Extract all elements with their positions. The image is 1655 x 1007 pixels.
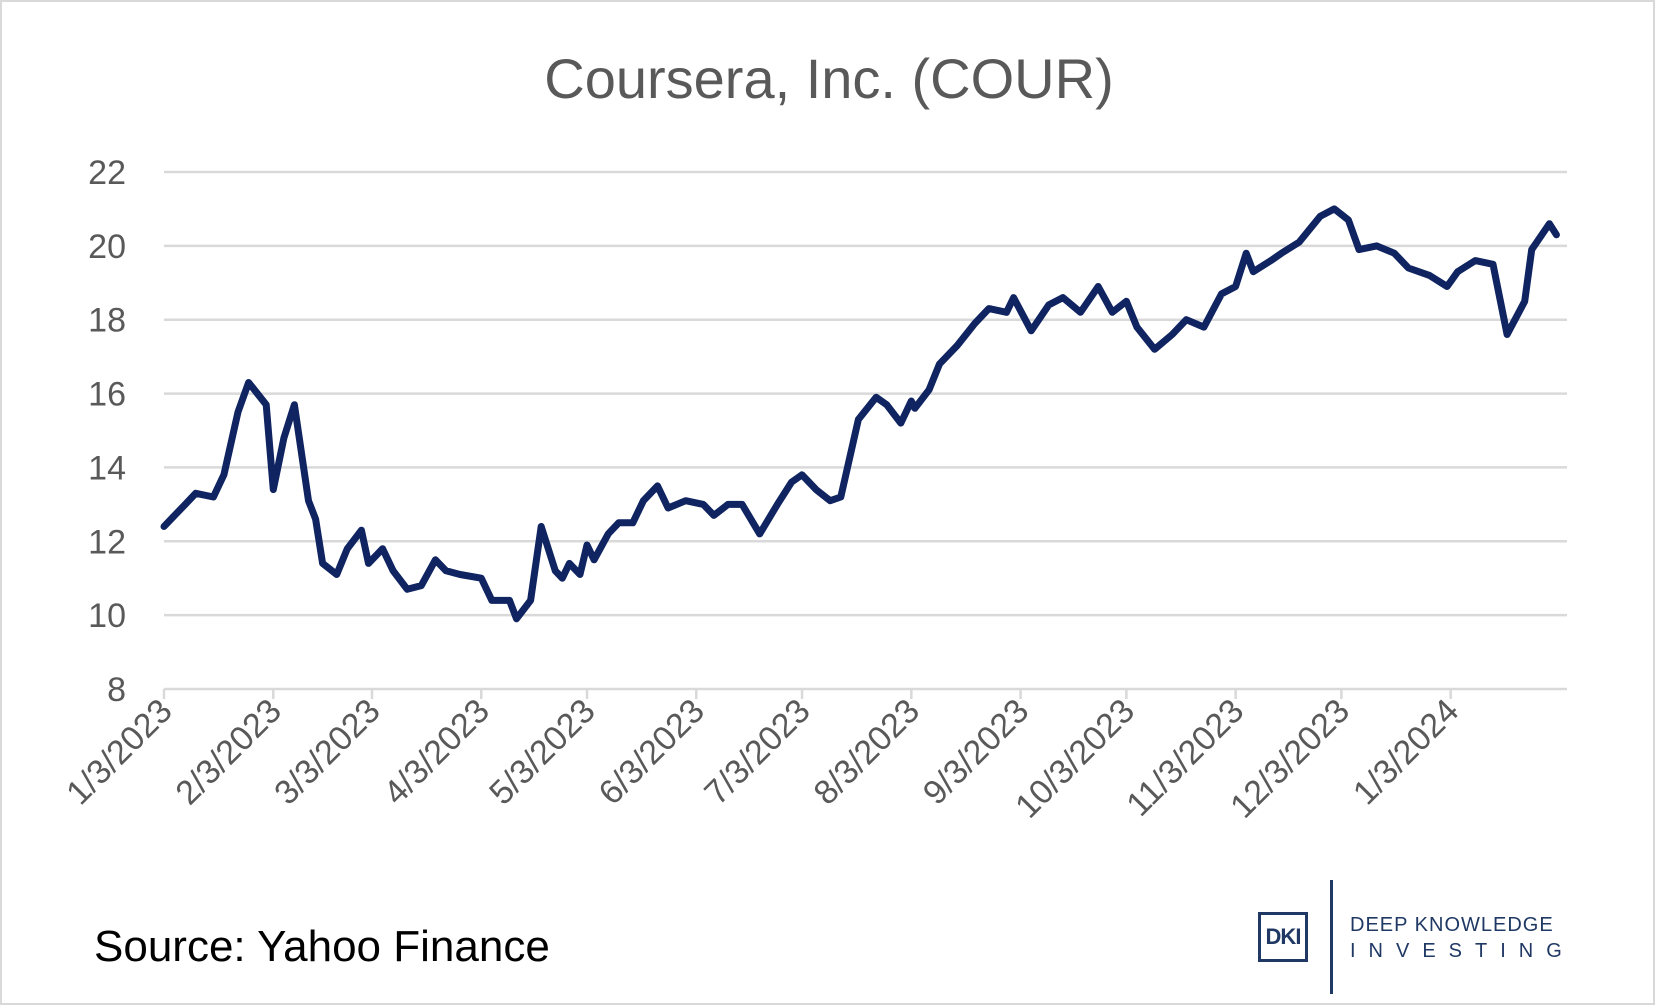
logo-text-line2: INVESTING <box>1350 940 1575 962</box>
logo-mark: DKI <box>1258 912 1308 962</box>
x-tick-label: 6/3/2023 <box>591 692 711 812</box>
y-tick-label: 12 <box>88 523 126 561</box>
source-note: Source: Yahoo Finance <box>94 922 550 971</box>
y-tick-label: 22 <box>88 154 126 192</box>
x-tick-label: 1/3/2024 <box>1346 692 1466 812</box>
chart-title: Coursera, Inc. (COUR) <box>544 47 1113 110</box>
series-layer <box>160 205 1560 623</box>
x-tick-label: 3/3/2023 <box>267 692 387 812</box>
gridlines <box>164 170 1567 617</box>
x-tick-label: 4/3/2023 <box>376 692 496 812</box>
x-tick-label: 5/3/2023 <box>482 692 602 812</box>
x-tick-label: 8/3/2023 <box>807 692 927 812</box>
y-tick-label: 18 <box>88 302 126 340</box>
x-axis: 1/3/20232/3/20233/3/20234/3/20235/3/2023… <box>59 687 1567 826</box>
x-tick-label: 2/3/2023 <box>168 692 288 812</box>
y-tick-label: 8 <box>107 671 126 709</box>
x-tick-label: 7/3/2023 <box>697 692 817 812</box>
y-tick-label: 14 <box>88 449 126 487</box>
logo-divider <box>1330 880 1333 994</box>
y-tick-label: 20 <box>88 228 126 266</box>
y-tick-label: 16 <box>88 376 126 414</box>
x-tick-label: 1/3/2023 <box>59 692 179 812</box>
y-tick-label: 10 <box>88 597 126 635</box>
y-axis: 8 10 12 14 16 18 20 22 <box>88 154 126 709</box>
price-series-line <box>160 205 1560 623</box>
company-logo: DKI DEEP KNOWLEDGE INVESTING <box>1254 878 1584 996</box>
logo-text-line1: DEEP KNOWLEDGE <box>1350 914 1554 936</box>
